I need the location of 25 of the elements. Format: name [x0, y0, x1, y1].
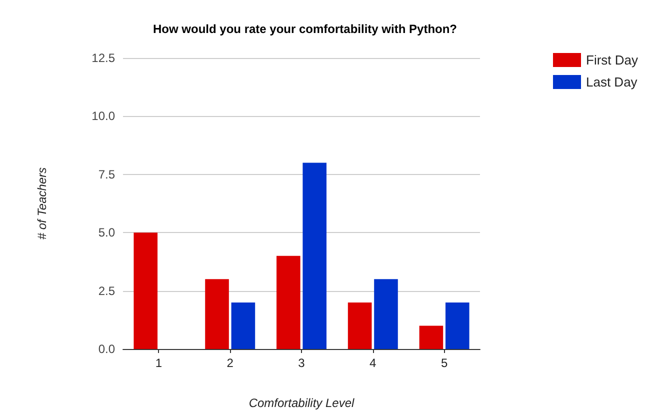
chart-title: How would you rate your comfortability with Python? — [152, 22, 458, 36]
y-tick-label: 12.5 — [92, 51, 116, 65]
legend-label: First Day — [586, 52, 638, 68]
x-axis-title: Comfortability Level — [248, 396, 355, 410]
y-axis-title: # of Teachers — [35, 167, 49, 240]
bar — [419, 326, 444, 349]
bar — [134, 232, 158, 349]
bar — [374, 279, 398, 349]
x-tick-label: 1 — [155, 356, 162, 370]
x-tick-label: 4 — [370, 356, 377, 370]
bar — [348, 302, 372, 349]
legend-label: Last Day — [586, 74, 638, 90]
bar — [276, 256, 300, 349]
y-tick-label: 10.0 — [92, 109, 116, 124]
bar — [231, 302, 256, 349]
y-tick-label: 0.0 — [98, 342, 116, 356]
x-tick-label: 2 — [226, 356, 234, 370]
y-tick-label: 5.0 — [98, 226, 116, 240]
x-tick-label: 5 — [440, 356, 448, 370]
y-tick-label: 7.5 — [98, 167, 116, 182]
y-tick-label: 2.5 — [98, 284, 116, 298]
x-tick-label: 3 — [298, 356, 306, 370]
bar — [205, 279, 229, 349]
bar — [302, 162, 326, 349]
bar — [445, 302, 470, 349]
